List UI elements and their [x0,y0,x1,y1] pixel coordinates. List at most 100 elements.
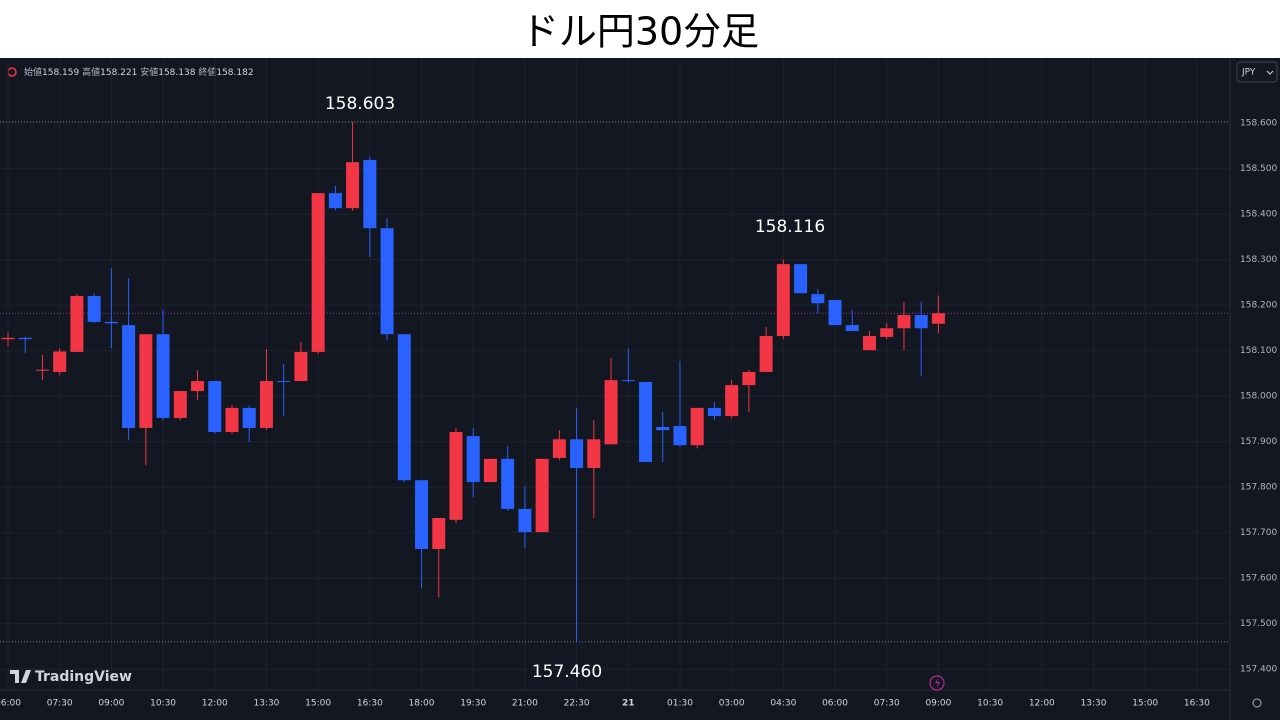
candle-body [845,325,859,332]
y-tick-label: 158.400 [1240,210,1277,220]
candle-body [570,439,584,468]
candle-body [139,334,153,428]
x-tick-label: 07:30 [47,699,73,709]
ohlc-value: 158.159 [42,68,79,78]
candle-body [518,508,532,533]
x-tick-label: 22:30 [564,699,590,709]
candle-body [776,264,790,337]
candle-body [432,518,446,549]
candle-body [346,162,360,209]
x-tick-label: 18:00 [409,699,435,709]
x-tick-label: 15:00 [1132,699,1158,709]
x-tick-label: 04:30 [770,699,796,709]
candle-body [673,426,687,446]
candle-body [535,458,549,533]
candle-body [415,480,429,549]
x-tick-label: 16:30 [1184,699,1210,709]
ohlc-label: 終値 [198,66,216,78]
currency-dropdown[interactable] [1236,61,1278,83]
chart-title: ドル円30分足 [521,10,759,54]
candle-body [156,334,170,418]
candle-body [914,315,928,329]
candle-body [328,193,342,209]
x-tick-label: 07:30 [874,699,900,709]
candle-body [690,407,704,446]
candle-body [311,193,325,352]
candle-body [122,325,136,428]
logo-mark [10,670,31,683]
settings-icon[interactable] [1252,698,1262,708]
candle-body [70,295,84,352]
x-tick-label: 10:30 [977,699,1003,709]
x-tick-label: 21 [622,699,635,709]
candle-body [363,159,377,229]
x-tick-label: 03:00 [719,699,745,709]
candle-body [880,328,894,337]
candle-body [621,380,635,382]
y-tick-label: 157.700 [1240,528,1277,538]
candle-body [828,300,842,326]
candle-body [225,407,239,433]
ohlc-value: 158.182 [216,68,253,78]
candle-body [725,385,739,417]
y-tick-label: 157.900 [1240,437,1277,447]
candle-body [259,381,273,428]
y-tick-label: 158.000 [1240,392,1277,402]
x-tick-label: 21:00 [512,699,538,709]
candle-body [397,334,411,481]
candle-body [380,228,394,335]
y-tick-label: 157.600 [1240,574,1277,584]
candle-body [707,407,721,417]
title-bar [0,0,1280,58]
x-tick-label: 12:00 [1029,699,1055,709]
x-tick-label: 06:00 [0,699,21,709]
ohlc-label: 始値 [24,66,42,78]
dropdown-arrow [1266,70,1274,75]
event-icon[interactable] [929,675,945,691]
candle-body [466,436,480,483]
price-annotation: 158.603 [325,94,395,114]
x-tick-label: 19:30 [460,699,486,709]
watermark: TradingView [35,669,132,685]
candle-body [191,381,205,392]
x-tick-label: 13:30 [253,699,279,709]
y-tick-label: 158.500 [1240,164,1277,174]
candle-body [35,369,49,371]
y-tick-label: 158.300 [1240,255,1277,265]
candle-body [294,351,308,382]
x-tick-label: 12:00 [202,699,228,709]
event-bolt [935,678,940,688]
candle-body [449,432,463,520]
logo: TradingView [10,669,132,685]
candle-body [656,427,670,431]
candle-body [18,337,32,340]
candle-body [794,264,808,294]
ohlc-value: 158.221 [100,68,137,78]
x-tick-label: 16:30 [357,699,383,709]
candle-body [87,295,101,322]
candle-body [863,336,876,351]
x-tick-label: 13:30 [1081,699,1107,709]
candle-body [1,337,15,340]
candle-body [483,458,497,483]
candle-body [242,407,256,428]
ohlc-label: 高値 [82,66,100,78]
candle-body [501,458,515,509]
currency-label: JPY [1241,68,1256,78]
x-tick-label: 15:00 [305,699,331,709]
ohlc-value: 158.138 [158,68,195,78]
candle-body [604,380,618,445]
candle-body [53,351,67,372]
candle-body [277,381,291,383]
ohlc-label: 安値 [140,66,158,78]
candle-body [173,391,187,418]
candle-body [759,336,773,372]
x-tick-label: 06:00 [822,699,848,709]
x-tick-label: 10:30 [150,699,176,709]
ohlc-legend: 始値158.159 高値158.221 安値158.138 終値158.182 [24,66,254,78]
candle-body [208,381,222,433]
x-tick-label: 09:00 [925,699,951,709]
y-tick-label: 157.500 [1240,619,1277,629]
y-tick-label: 158.600 [1240,119,1277,129]
y-tick-label: 157.400 [1240,665,1277,675]
